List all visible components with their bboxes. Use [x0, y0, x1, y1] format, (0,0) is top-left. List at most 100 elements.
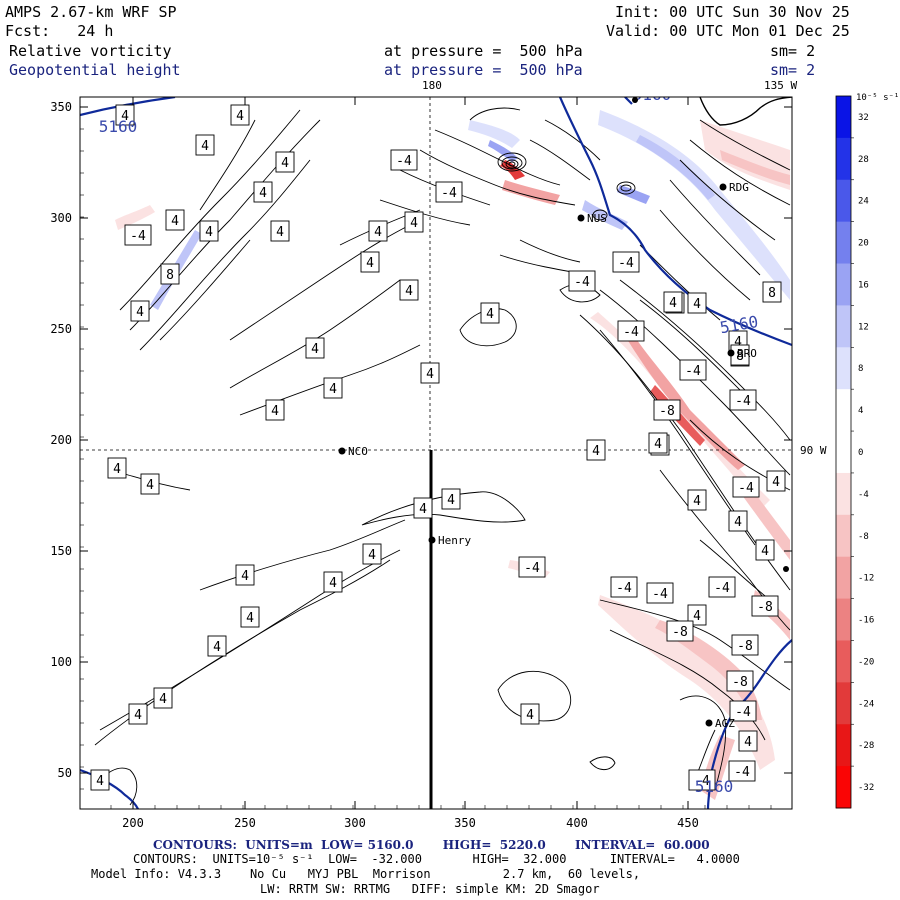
contour-label-box	[751, 595, 779, 617]
contour-label-box	[610, 576, 638, 598]
station-marker	[428, 536, 436, 544]
contour-label: -4	[623, 325, 639, 340]
station-label: BRO	[737, 347, 757, 360]
contour-label-box	[128, 703, 148, 725]
contour-label-box	[732, 476, 760, 498]
contour-label-box	[305, 337, 325, 359]
contour-label: -4	[130, 229, 146, 244]
y-tick-label: 300	[50, 211, 72, 225]
contour-label: 4	[654, 437, 662, 452]
contour-label-box	[766, 470, 786, 492]
height-contour-label: 5160	[633, 85, 672, 104]
vorticity-core	[497, 152, 636, 221]
contour-label: 4	[486, 307, 494, 322]
contour-label: -4	[616, 581, 632, 596]
contour-label: -4	[618, 256, 634, 271]
footer-height-prefix: CONTOURS: UNITS=m LOW=	[153, 838, 364, 852]
footer-physics: LW: RRTM SW: RRTMG DIFF: simple KM: 2D S…	[260, 882, 600, 896]
contour-label: 4	[213, 640, 221, 655]
station-marker	[783, 566, 789, 572]
colorbar-frame	[835, 95, 852, 809]
init-time: Init: 00 UTC Sun 30 Nov 25	[615, 3, 850, 21]
contour-label: 4	[761, 544, 769, 559]
height-contour-label: 5160	[99, 117, 138, 136]
contour-label: -4	[685, 364, 701, 379]
contour-label: 4	[734, 515, 742, 530]
contour-label: 4	[447, 493, 455, 508]
contour-label-box	[708, 576, 736, 598]
contour-label-box	[323, 571, 343, 593]
contour-label-box	[362, 543, 382, 565]
contour-label: 4	[236, 109, 244, 124]
contour-label-box	[568, 270, 596, 292]
contour-label: 4	[419, 502, 427, 517]
colorbar-unit: 10⁻⁵ s⁻¹	[856, 93, 900, 103]
contour-label-box	[90, 769, 110, 791]
colorbar-tick-label: -24	[858, 699, 874, 709]
footer-height-low: 5160.0	[367, 838, 414, 852]
colorbar-tick-label: 8	[858, 364, 863, 374]
colorbar-segment	[836, 179, 851, 223]
contour-label-box	[390, 149, 418, 171]
valid-time: Valid: 00 UTC Mon 01 Dec 25	[606, 22, 850, 40]
colorbar-tick-label: 32	[858, 113, 869, 123]
contour-label-box	[230, 104, 250, 126]
contour-label-box	[265, 399, 285, 421]
contour-label: 4	[171, 214, 179, 229]
field2-smoothing: sm= 2	[770, 61, 816, 79]
contour-label-box	[617, 320, 645, 342]
contour-label: 4	[410, 216, 418, 231]
x-tick-label: 350	[454, 816, 476, 830]
contour-label-box	[729, 700, 757, 722]
contour-label-box	[275, 151, 295, 173]
station-marker	[727, 349, 735, 357]
colorbar-tick-label: -16	[858, 616, 874, 626]
contour-label-box	[687, 489, 707, 511]
height-contour-label: 5160	[695, 777, 734, 796]
contour-label: -8	[732, 675, 748, 690]
contour-label: 4	[693, 297, 701, 312]
contour-label-box	[368, 220, 388, 242]
contour-label: 4	[405, 284, 413, 299]
field1-smoothing: sm= 2	[770, 42, 816, 60]
contour-label-box	[762, 281, 782, 303]
contour-label-box	[728, 510, 748, 532]
contour-label: -4	[524, 561, 540, 576]
contour-label-box	[270, 220, 290, 242]
contour-label: -8	[672, 625, 688, 640]
contour-label: 4	[526, 708, 534, 723]
contour-label: -4	[735, 705, 751, 720]
contour-label-box	[728, 760, 756, 782]
colorbar-tick-label: 12	[858, 322, 869, 332]
colorbar-tick-label: 4	[858, 406, 863, 416]
meridian-180-label: 180	[422, 79, 442, 92]
colorbar-tick-label: -8	[858, 532, 869, 542]
station-label: Henry	[438, 534, 471, 547]
station-marker	[719, 183, 727, 191]
station-label: RDG	[729, 181, 749, 194]
contour-label: 4	[136, 305, 144, 320]
colorbar-segment	[836, 137, 851, 181]
colorbar-tick-label: -20	[858, 657, 874, 667]
colorbar-tick-label: 20	[858, 239, 869, 249]
height-contour-label: 5160	[718, 312, 759, 337]
contour-label-box	[199, 220, 219, 242]
contour-label: -4	[714, 581, 730, 596]
contour-label-box	[666, 620, 694, 642]
contour-label-box	[235, 564, 255, 586]
graticule	[80, 97, 792, 451]
colorbar-tick-label: 0	[858, 448, 863, 458]
contour-label: 4	[366, 256, 374, 271]
contour-label-box	[165, 209, 185, 231]
contour-label: 4	[744, 735, 752, 750]
contour-label: -4	[735, 394, 751, 409]
plot-frame	[79, 96, 793, 810]
station-label: AGZ	[715, 717, 735, 730]
contour-label: -4	[738, 481, 754, 496]
y-tick-label: 350	[50, 100, 72, 114]
contour-label-box	[520, 703, 540, 725]
contour-label-box	[360, 251, 380, 273]
contour-label-box	[404, 211, 424, 233]
contour-label: 4	[311, 342, 319, 357]
